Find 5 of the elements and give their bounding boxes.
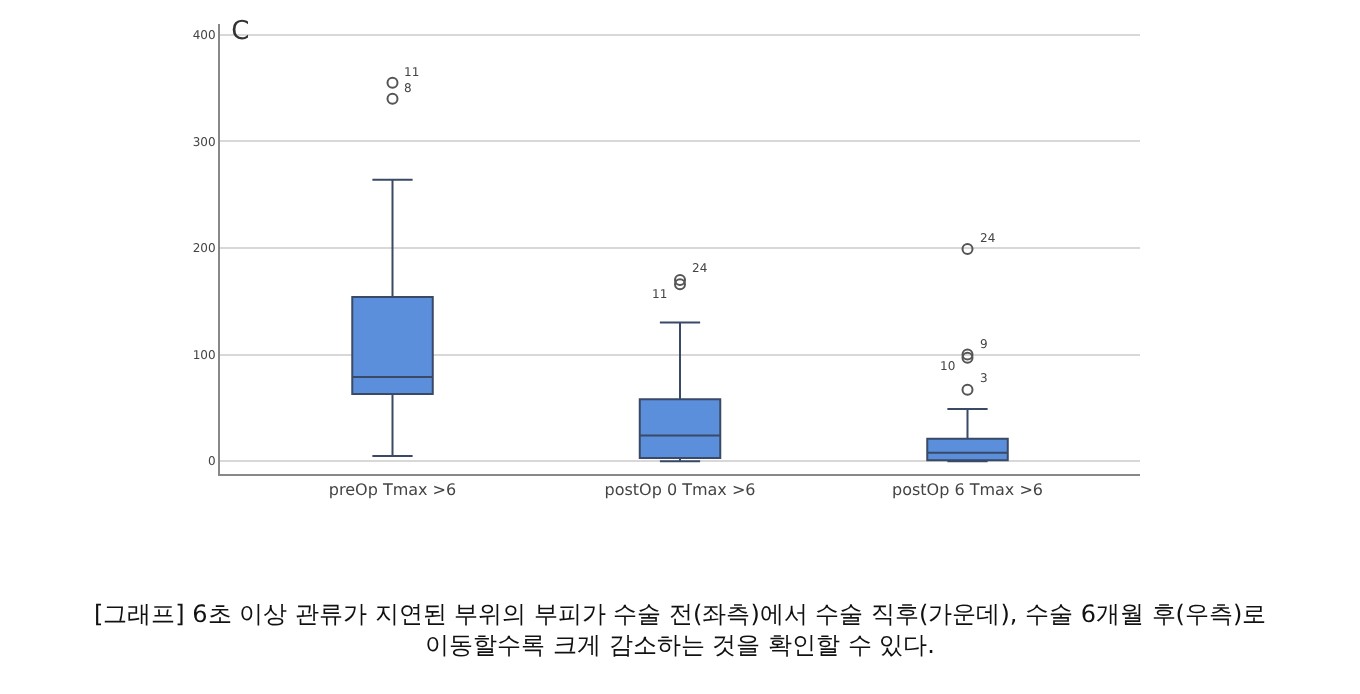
x-tick-label: postOp 6 Tmax >6 [892,481,1043,500]
text: [그래프] 6초 이상 관류가 지연된 부위의 부피가 수술 전(좌측)에서 수술 직후(가운데), 수술 6개월 후(우측)로 이동할수록 크게 감소하는 것을 확인할 수 있다. [94,600,1267,660]
chart-title: C [231,17,250,48]
x-tick-label: preOp Tmax >6 [328,481,457,500]
x-tick-label: postOp 0 Tmax >6 [604,481,756,500]
